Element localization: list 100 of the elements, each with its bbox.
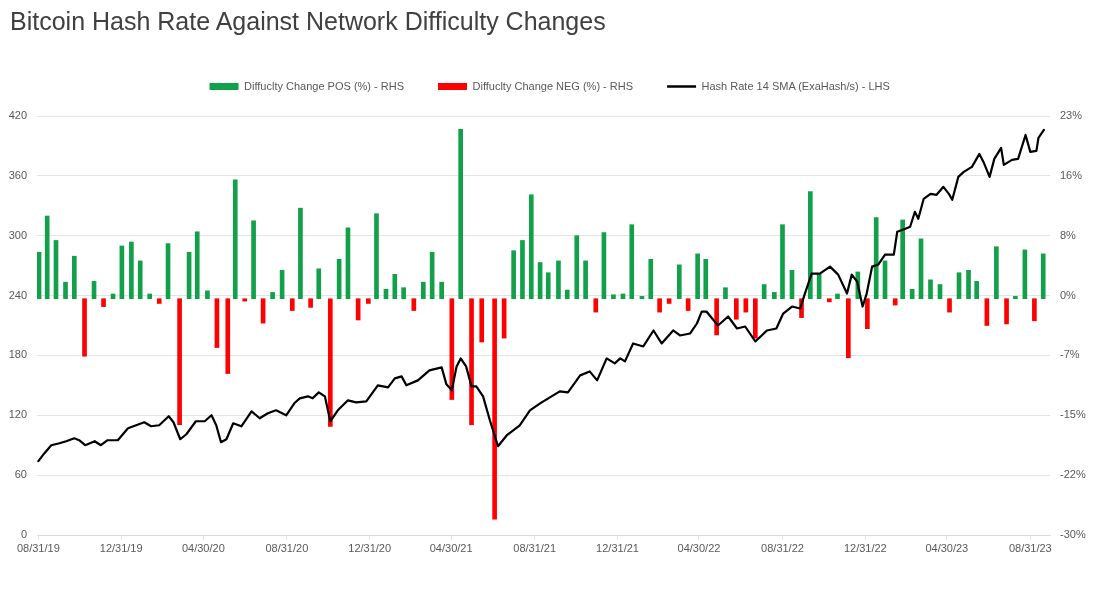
- bar: [892, 298, 898, 306]
- bar: [1040, 253, 1046, 300]
- x-tick-label: 12/31/19: [99, 541, 143, 554]
- bar: [492, 298, 497, 520]
- bar: [666, 298, 672, 304]
- bar: [439, 281, 444, 300]
- bar: [469, 298, 474, 426]
- bar: [82, 298, 87, 357]
- bar: [177, 298, 182, 426]
- bar: [723, 287, 728, 300]
- legend-label: Diffuclty Change NEG (%) - RHS: [472, 79, 634, 92]
- bar: [316, 268, 322, 300]
- bar: [366, 298, 371, 304]
- bar: [137, 260, 143, 300]
- bar: [574, 235, 580, 300]
- y-tick-label: 420: [8, 109, 27, 122]
- bar: [685, 298, 691, 311]
- y2-tick-label: 8%: [1060, 228, 1077, 241]
- bar: [156, 298, 162, 304]
- bar: [44, 215, 50, 300]
- bar: [772, 292, 777, 300]
- x-tick-label: 08/31/23: [1008, 541, 1052, 554]
- x-tick-label: 08/31/22: [761, 541, 804, 554]
- x-tick-label: 04/30/20: [181, 541, 225, 554]
- y-tick-label: 360: [8, 168, 27, 181]
- bar: [101, 298, 106, 307]
- bar: [703, 259, 709, 300]
- x-tick-label: 12/31/20: [348, 541, 392, 554]
- bar: [994, 246, 999, 300]
- bar: [411, 298, 417, 311]
- bar: [648, 259, 654, 300]
- bar: [511, 250, 516, 300]
- bar: [583, 260, 588, 300]
- bar: [129, 241, 134, 300]
- bar: [966, 270, 971, 300]
- bar: [298, 207, 303, 300]
- bar: [327, 298, 333, 427]
- bar: [1013, 296, 1018, 300]
- bar: [808, 191, 813, 300]
- bar: [528, 194, 534, 300]
- bar: [733, 298, 739, 320]
- bar: [63, 281, 68, 300]
- bar: [72, 255, 77, 300]
- bar: [545, 272, 551, 300]
- bar: [657, 298, 662, 313]
- x-tick-label: 04/30/21: [429, 541, 473, 554]
- bar: [695, 253, 700, 300]
- bar: [873, 217, 879, 300]
- bar: [743, 298, 749, 313]
- y-tick-label: 240: [8, 288, 27, 301]
- bar: [374, 213, 379, 300]
- bar: [401, 287, 406, 300]
- y2-tick-label: -30%: [1060, 528, 1086, 541]
- bar: [242, 298, 248, 302]
- bar: [270, 292, 275, 300]
- bar: [1004, 298, 1009, 325]
- y2-tick-label: -15%: [1060, 408, 1086, 421]
- x-tick-label: 08/31/20: [265, 541, 309, 554]
- y2-tick-label: -7%: [1060, 348, 1080, 361]
- legend-label: Hash Rate 14 SMA (ExaHash/s) - LHS: [701, 79, 890, 92]
- x-tick-label: 12/31/21: [596, 541, 639, 554]
- bar: [421, 281, 426, 300]
- bar: [194, 231, 200, 300]
- bar: [556, 260, 561, 300]
- bar: [37, 251, 42, 300]
- y-tick-label: 300: [8, 228, 27, 241]
- x-tick-label: 12/31/22: [843, 541, 887, 554]
- x-tick-label: 04/30/23: [925, 541, 969, 554]
- bar: [629, 224, 635, 300]
- bar: [392, 273, 398, 300]
- bar: [520, 240, 525, 300]
- bar: [753, 298, 758, 339]
- bar: [479, 298, 485, 343]
- bar: [232, 179, 238, 300]
- bar: [289, 298, 295, 311]
- bar: [835, 293, 840, 300]
- bar: [947, 298, 952, 313]
- bar: [974, 281, 979, 300]
- bar: [827, 298, 832, 303]
- y-tick-label: 180: [8, 348, 27, 361]
- bar: [928, 279, 933, 300]
- bar: [846, 298, 851, 359]
- bar: [611, 294, 616, 300]
- bar: [909, 288, 915, 300]
- bar: [780, 224, 785, 300]
- bar: [458, 129, 463, 300]
- y-tick-label: 0: [20, 528, 27, 541]
- x-tick-label: 08/31/19: [16, 541, 60, 554]
- bar: [1032, 298, 1037, 322]
- x-tick-label: 08/31/21: [513, 541, 557, 554]
- bar: [564, 289, 570, 300]
- bar: [225, 298, 231, 374]
- bar: [714, 298, 719, 336]
- bar: [676, 264, 682, 300]
- y2-tick-label: -22%: [1060, 468, 1086, 481]
- x-tick-label: 04/30/22: [677, 541, 721, 554]
- bar: [251, 220, 256, 300]
- y2-tick-label: 23%: [1060, 109, 1083, 122]
- y-tick-label: 60: [14, 468, 27, 481]
- bar: [900, 219, 905, 300]
